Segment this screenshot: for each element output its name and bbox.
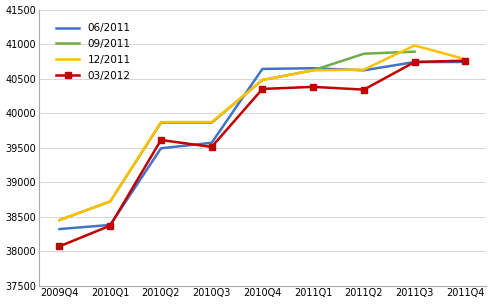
12/2011: [361, 68, 367, 71]
09/2011: [209, 121, 214, 125]
06/2011: [361, 68, 367, 72]
03/2012: [259, 87, 265, 91]
03/2012: [412, 60, 418, 64]
Line: 03/2012: 03/2012: [56, 57, 468, 250]
09/2011: [107, 200, 113, 203]
09/2011: [259, 78, 265, 82]
06/2011: [259, 67, 265, 71]
12/2011: [412, 44, 418, 47]
03/2012: [462, 59, 468, 62]
12/2011: [259, 78, 265, 82]
Line: 09/2011: 09/2011: [60, 52, 415, 220]
12/2011: [209, 120, 214, 124]
12/2011: [310, 68, 316, 72]
06/2011: [462, 60, 468, 64]
Legend: 06/2011, 09/2011, 12/2011, 03/2012: 06/2011, 09/2011, 12/2011, 03/2012: [53, 20, 134, 84]
12/2011: [107, 200, 113, 203]
Line: 06/2011: 06/2011: [60, 62, 465, 229]
09/2011: [158, 121, 164, 125]
06/2011: [158, 147, 164, 150]
09/2011: [412, 50, 418, 54]
06/2011: [310, 66, 316, 70]
06/2011: [107, 223, 113, 227]
06/2011: [57, 227, 63, 231]
12/2011: [158, 120, 164, 124]
03/2012: [158, 138, 164, 142]
03/2012: [57, 244, 63, 248]
Line: 12/2011: 12/2011: [60, 46, 465, 220]
06/2011: [209, 141, 214, 145]
12/2011: [57, 218, 63, 222]
03/2012: [209, 145, 214, 149]
09/2011: [361, 52, 367, 56]
09/2011: [310, 68, 316, 72]
03/2012: [310, 85, 316, 89]
03/2012: [107, 224, 113, 227]
12/2011: [462, 57, 468, 61]
06/2011: [412, 60, 418, 64]
03/2012: [361, 88, 367, 92]
09/2011: [57, 218, 63, 222]
